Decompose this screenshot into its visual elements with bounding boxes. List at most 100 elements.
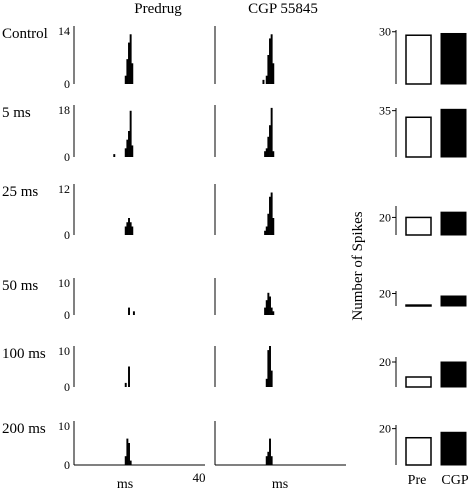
cgp-spike-bar xyxy=(440,431,467,466)
row-4: 100 ms 10 0 20 xyxy=(2,344,467,394)
cgp-hist-bar xyxy=(269,38,271,84)
spikes-tick-label: 35 xyxy=(379,104,391,118)
predrug-hist-bar xyxy=(131,145,134,157)
pre-spike-bar xyxy=(405,216,432,236)
x-unit-predrug: ms xyxy=(117,477,133,492)
predrug-hist-bar xyxy=(132,311,135,315)
cgp-hist-bar xyxy=(269,125,271,157)
cgp-hist-bar xyxy=(269,196,271,235)
hist-zero-label: 0 xyxy=(64,77,70,91)
predrug-hist-bar xyxy=(128,443,130,465)
predrug-hist-bar xyxy=(113,154,116,157)
spikes-tick-label: 20 xyxy=(379,287,391,301)
predrug-hist-bar xyxy=(129,460,132,465)
predrug-hist-bar xyxy=(128,218,130,235)
pre-spike-bar xyxy=(405,436,432,466)
cgp-hist-bar xyxy=(267,213,270,235)
spikes-tick-label: 20 xyxy=(379,210,391,224)
cgp-hist-bar xyxy=(265,148,268,157)
predrug-hist-bar xyxy=(128,131,130,157)
cgp-hist-bar xyxy=(272,311,275,315)
predrug-hist-bar xyxy=(129,110,132,157)
cgp-hist-bar xyxy=(270,34,273,84)
x-max-label: 40 xyxy=(193,470,206,485)
cgp-bar-label: CGP xyxy=(441,473,468,488)
cgp-hist-bar xyxy=(270,107,273,157)
hist-zero-label: 0 xyxy=(64,150,70,164)
cgp-spike-bar xyxy=(440,32,467,85)
hist-ymax-label: 10 xyxy=(58,276,70,290)
predrug-hist-bar xyxy=(124,456,127,465)
cgp-hist-bar xyxy=(270,370,273,387)
row-5: 200 ms 10 0 20 xyxy=(2,419,467,472)
row-1: 5 ms 18 0 35 xyxy=(2,103,467,164)
predrug-hist-bar xyxy=(128,42,130,84)
predrug-hist-bar xyxy=(128,366,130,387)
cgp-hist-bar xyxy=(272,218,275,235)
hist-zero-label: 0 xyxy=(64,458,70,472)
condition-label: 5 ms xyxy=(2,105,31,121)
cgp-hist-bar xyxy=(269,438,271,465)
y-axis-label: Number of Spikes xyxy=(350,211,366,320)
spikes-tick-label: 30 xyxy=(379,25,391,39)
cgp-hist-bar xyxy=(262,79,265,84)
cgp-hist-bar xyxy=(265,378,268,387)
cgp-hist-bar xyxy=(267,136,270,157)
cgp-hist-bar xyxy=(264,230,267,235)
predrug-hist-bar xyxy=(126,139,129,157)
predrug-hist-bar xyxy=(124,75,127,84)
x-unit-cgp: ms xyxy=(272,477,288,492)
predrug-hist-bar xyxy=(129,222,132,235)
cgp-hist-bar xyxy=(264,307,267,315)
cgp-hist-bar xyxy=(264,151,267,157)
hist-zero-label: 0 xyxy=(64,380,70,394)
pre-bar-label: Pre xyxy=(408,473,427,488)
cgp-hist-bar xyxy=(270,307,273,315)
hist-ymax-label: 12 xyxy=(58,182,70,196)
cgp-hist-bar xyxy=(267,55,270,84)
predrug-hist-bar xyxy=(128,307,130,315)
cgp-header: CGP 55845 xyxy=(248,1,318,17)
spikes-tick-label: 20 xyxy=(379,422,391,436)
spikes-tick-label: 20 xyxy=(379,355,391,369)
condition-label: 200 ms xyxy=(2,421,46,437)
hist-zero-label: 0 xyxy=(64,228,70,242)
cgp-hist-bar xyxy=(270,456,273,465)
cgp-hist-bar xyxy=(267,451,270,465)
pre-spike-bar xyxy=(405,304,432,307)
cgp-hist-bar xyxy=(270,192,273,235)
row-3: 50 ms 10 0 20 xyxy=(2,276,467,322)
cgp-spike-bar xyxy=(440,108,467,158)
cgp-spike-bar xyxy=(440,211,467,236)
hist-ymax-label: 14 xyxy=(58,24,70,38)
row-0: Control 14 0 30 xyxy=(2,24,467,91)
cgp-spike-bar xyxy=(440,361,467,388)
pre-spike-bar xyxy=(405,116,432,158)
predrug-hist-bar xyxy=(126,222,129,235)
condition-label: 50 ms xyxy=(2,278,38,294)
predrug-header: Predrug xyxy=(134,1,182,17)
predrug-hist-bar xyxy=(126,438,129,465)
cgp-hist-bar xyxy=(265,300,268,315)
cgp-hist-bar xyxy=(267,350,270,387)
hist-ymax-label: 10 xyxy=(58,419,70,433)
predrug-hist-bar xyxy=(124,226,127,235)
predrug-hist-bar xyxy=(129,34,132,84)
condition-label: 25 ms xyxy=(2,184,38,200)
cgp-hist-bar xyxy=(265,75,268,84)
predrug-hist-bar xyxy=(124,148,127,157)
cgp-hist-bar xyxy=(269,346,271,387)
cgp-hist-bar xyxy=(272,151,275,157)
predrug-hist-bar xyxy=(124,382,127,387)
condition-label: Control xyxy=(2,26,48,42)
pre-spike-bar xyxy=(405,34,432,85)
condition-label: 100 ms xyxy=(2,346,46,362)
cgp-hist-bar xyxy=(269,296,271,315)
cgp-hist-bar xyxy=(265,226,268,235)
cgp-hist-bar xyxy=(267,292,270,315)
pre-spike-bar xyxy=(405,376,432,388)
predrug-hist-bar xyxy=(126,59,129,84)
cgp-spike-bar xyxy=(440,295,467,307)
